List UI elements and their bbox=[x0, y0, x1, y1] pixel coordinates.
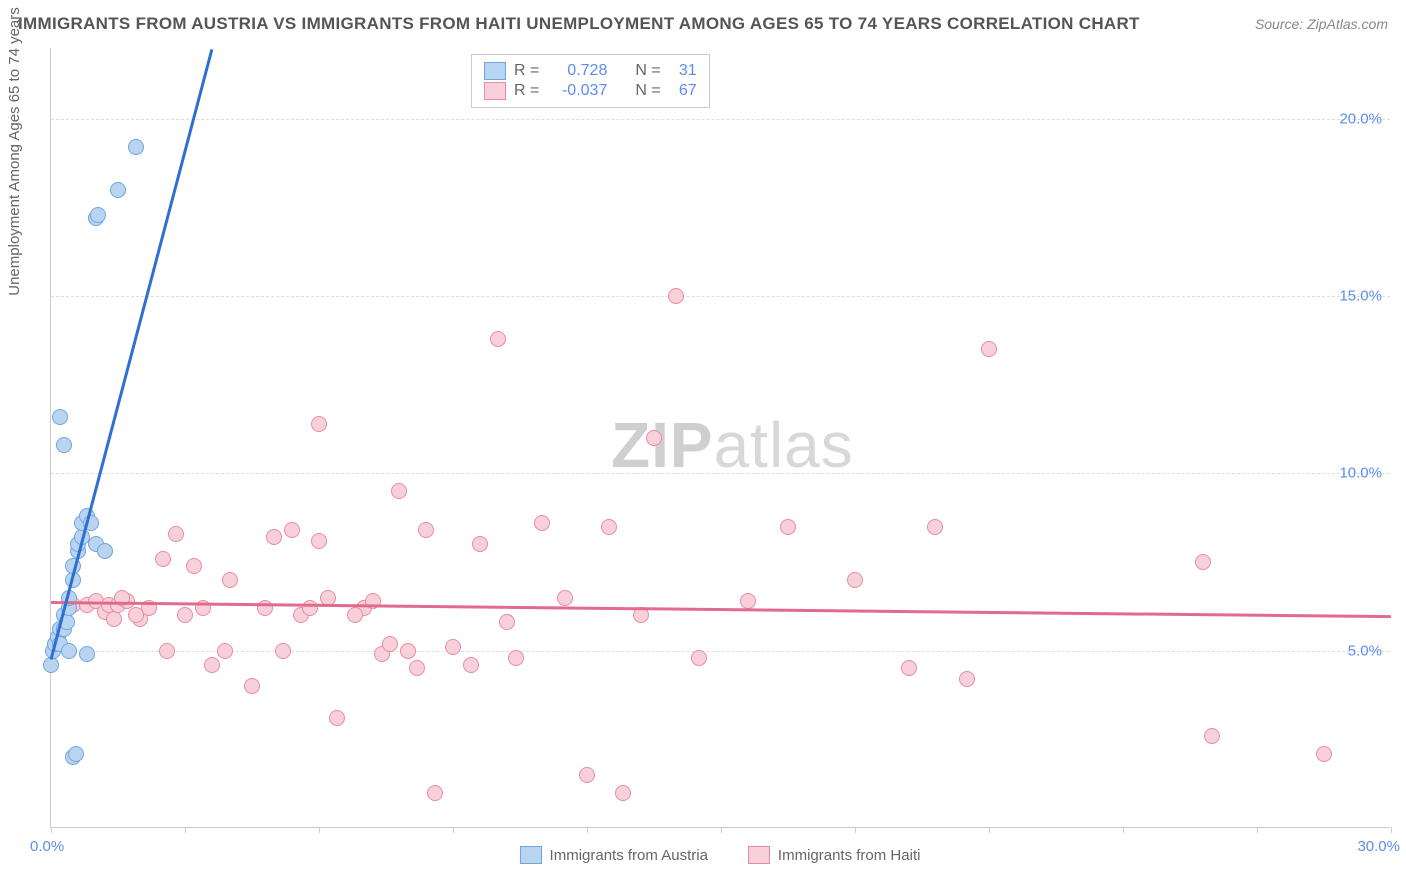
gridline bbox=[51, 473, 1390, 474]
data-point-haiti bbox=[780, 519, 796, 535]
data-point-austria bbox=[61, 643, 77, 659]
legend-row-austria: R = 0.728 N = 31 bbox=[484, 61, 697, 81]
data-point-haiti bbox=[382, 636, 398, 652]
data-point-haiti bbox=[427, 785, 443, 801]
data-point-haiti bbox=[981, 341, 997, 357]
data-point-haiti bbox=[106, 611, 122, 627]
data-point-haiti bbox=[508, 650, 524, 666]
data-point-haiti bbox=[329, 710, 345, 726]
data-point-haiti bbox=[302, 600, 318, 616]
scatter-plot-area: ZIPatlas R = 0.728 N = 31 R = -0.037 N =… bbox=[50, 48, 1390, 828]
series-label-haiti: Immigrants from Haiti bbox=[778, 847, 921, 864]
data-point-haiti bbox=[445, 639, 461, 655]
source-attribution: Source: ZipAtlas.com bbox=[1255, 16, 1388, 32]
data-point-austria bbox=[56, 437, 72, 453]
correlation-legend: R = 0.728 N = 31 R = -0.037 N = 67 bbox=[471, 54, 710, 108]
swatch-austria bbox=[520, 846, 542, 864]
x-tick bbox=[1257, 827, 1258, 833]
data-point-haiti bbox=[347, 607, 363, 623]
data-point-haiti bbox=[901, 660, 917, 676]
data-point-austria bbox=[68, 746, 84, 762]
data-point-haiti bbox=[400, 643, 416, 659]
x-tick bbox=[51, 827, 52, 833]
data-point-haiti bbox=[177, 607, 193, 623]
data-point-haiti bbox=[472, 536, 488, 552]
x-tick bbox=[1123, 827, 1124, 833]
data-point-haiti bbox=[463, 657, 479, 673]
n-value-austria: 31 bbox=[669, 62, 697, 80]
chart-title: IMMIGRANTS FROM AUSTRIA VS IMMIGRANTS FR… bbox=[18, 14, 1140, 34]
x-tick bbox=[587, 827, 588, 833]
legend-item-haiti: Immigrants from Haiti bbox=[748, 846, 921, 864]
data-point-haiti bbox=[601, 519, 617, 535]
y-tick-label: 20.0% bbox=[1339, 110, 1382, 127]
swatch-haiti bbox=[748, 846, 770, 864]
data-point-haiti bbox=[284, 522, 300, 538]
data-point-haiti bbox=[490, 331, 506, 347]
data-point-austria bbox=[128, 139, 144, 155]
data-point-haiti bbox=[275, 643, 291, 659]
data-point-haiti bbox=[204, 657, 220, 673]
data-point-haiti bbox=[418, 522, 434, 538]
data-point-haiti bbox=[668, 288, 684, 304]
series-legend: Immigrants from Austria Immigrants from … bbox=[50, 846, 1390, 864]
x-tick bbox=[989, 827, 990, 833]
data-point-haiti bbox=[168, 526, 184, 542]
data-point-haiti bbox=[615, 785, 631, 801]
data-point-haiti bbox=[391, 483, 407, 499]
data-point-haiti bbox=[217, 643, 233, 659]
data-point-haiti bbox=[557, 590, 573, 606]
gridline bbox=[51, 296, 1390, 297]
r-value-haiti: -0.037 bbox=[547, 82, 607, 100]
data-point-haiti bbox=[222, 572, 238, 588]
y-tick-label: 10.0% bbox=[1339, 465, 1382, 482]
x-tick bbox=[1391, 827, 1392, 833]
legend-item-austria: Immigrants from Austria bbox=[520, 846, 708, 864]
x-tick bbox=[453, 827, 454, 833]
gridline bbox=[51, 651, 1390, 652]
data-point-haiti bbox=[1195, 554, 1211, 570]
trend-line bbox=[51, 601, 1391, 618]
n-value-haiti: 67 bbox=[669, 82, 697, 100]
data-point-haiti bbox=[579, 767, 595, 783]
r-value-austria: 0.728 bbox=[547, 62, 607, 80]
data-point-haiti bbox=[311, 533, 327, 549]
swatch-austria bbox=[484, 62, 506, 80]
data-point-austria bbox=[110, 182, 126, 198]
data-point-haiti bbox=[1316, 746, 1332, 762]
series-label-austria: Immigrants from Austria bbox=[550, 847, 708, 864]
data-point-austria bbox=[90, 207, 106, 223]
x-tick bbox=[319, 827, 320, 833]
data-point-austria bbox=[52, 409, 68, 425]
x-tick bbox=[721, 827, 722, 833]
data-point-haiti bbox=[691, 650, 707, 666]
y-tick-label: 15.0% bbox=[1339, 288, 1382, 305]
swatch-haiti bbox=[484, 82, 506, 100]
data-point-haiti bbox=[128, 607, 144, 623]
watermark: ZIPatlas bbox=[611, 408, 854, 482]
data-point-haiti bbox=[740, 593, 756, 609]
data-point-haiti bbox=[847, 572, 863, 588]
y-tick-label: 5.0% bbox=[1348, 642, 1382, 659]
data-point-haiti bbox=[311, 416, 327, 432]
data-point-haiti bbox=[1204, 728, 1220, 744]
data-point-austria bbox=[97, 543, 113, 559]
gridline bbox=[51, 119, 1390, 120]
data-point-haiti bbox=[266, 529, 282, 545]
data-point-haiti bbox=[159, 643, 175, 659]
data-point-haiti bbox=[534, 515, 550, 531]
data-point-haiti bbox=[959, 671, 975, 687]
x-tick bbox=[855, 827, 856, 833]
data-point-haiti bbox=[499, 614, 515, 630]
data-point-haiti bbox=[409, 660, 425, 676]
data-point-haiti bbox=[186, 558, 202, 574]
data-point-haiti bbox=[155, 551, 171, 567]
data-point-haiti bbox=[244, 678, 260, 694]
x-tick bbox=[185, 827, 186, 833]
data-point-haiti bbox=[646, 430, 662, 446]
data-point-austria bbox=[79, 646, 95, 662]
y-axis-title: Unemployment Among Ages 65 to 74 years bbox=[6, 7, 23, 296]
legend-row-haiti: R = -0.037 N = 67 bbox=[484, 81, 697, 101]
data-point-haiti bbox=[927, 519, 943, 535]
